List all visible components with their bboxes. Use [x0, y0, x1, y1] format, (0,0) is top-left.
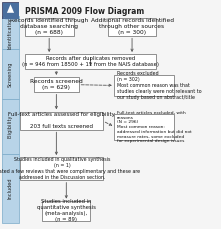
Text: Identification: Identification	[8, 15, 13, 49]
Text: Additional records identified
through other sources
(n = 300): Additional records identified through ot…	[91, 18, 173, 35]
FancyBboxPatch shape	[25, 18, 74, 36]
FancyBboxPatch shape	[114, 114, 174, 140]
FancyBboxPatch shape	[2, 99, 19, 154]
Text: Full-text articles assessed for eligibility

203 full texts screened: Full-text articles assessed for eligibil…	[8, 112, 115, 129]
Text: Studies included in qualitative synthesis
(n = 1)
We located a few reviews that : Studies included in qualitative synthesi…	[0, 157, 140, 180]
FancyBboxPatch shape	[2, 2, 19, 19]
Text: Full-text articles excluded, with
reasons
(N = 296)
Most common reason:
addresse: Full-text articles excluded, with reason…	[117, 111, 191, 143]
Text: Records excluded
(n = 302)
Most common reason was that
studies clearly were not : Records excluded (n = 302) Most common r…	[117, 71, 201, 100]
Text: Records after duplicates removed
(n = 946 from 18500 + 11 from the NAIS database: Records after duplicates removed (n = 94…	[22, 56, 159, 67]
FancyBboxPatch shape	[2, 16, 19, 49]
Text: Records screened
(n = 629): Records screened (n = 629)	[30, 79, 83, 90]
FancyBboxPatch shape	[20, 112, 103, 130]
Text: Records identified through
database searching
(n = 688): Records identified through database sear…	[10, 18, 88, 35]
Text: Studies included in
quantitative synthesis
(meta-analysis),
(n = 89): Studies included in quantitative synthes…	[37, 199, 96, 222]
FancyBboxPatch shape	[2, 49, 19, 99]
FancyBboxPatch shape	[25, 54, 156, 69]
Text: Eligibility: Eligibility	[8, 115, 13, 138]
Polygon shape	[5, 4, 16, 18]
Text: PRISMA 2009 Flow Diagram: PRISMA 2009 Flow Diagram	[25, 7, 145, 16]
FancyBboxPatch shape	[20, 157, 103, 180]
Text: Included: Included	[8, 178, 13, 199]
FancyBboxPatch shape	[2, 154, 19, 223]
FancyBboxPatch shape	[114, 75, 174, 96]
Text: Screening: Screening	[8, 61, 13, 87]
FancyBboxPatch shape	[108, 18, 156, 36]
FancyBboxPatch shape	[34, 77, 79, 92]
FancyBboxPatch shape	[42, 201, 90, 221]
